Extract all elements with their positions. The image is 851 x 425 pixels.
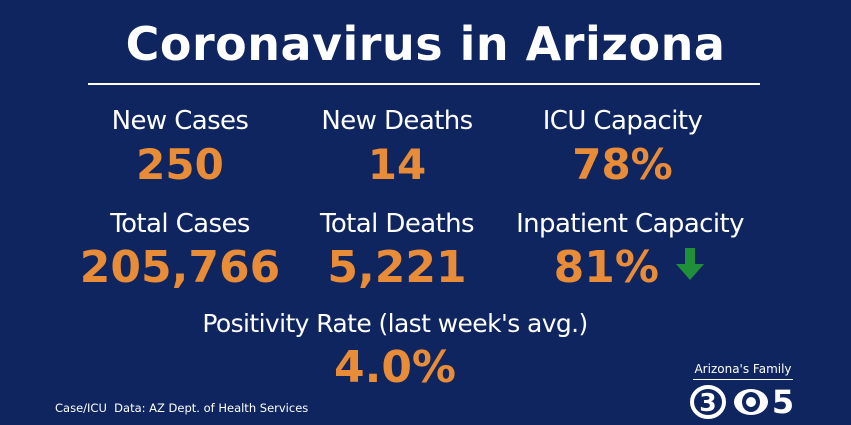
stat-label: Positivity Rate (last week's avg.) <box>202 309 588 338</box>
source-note: Case/ICU Data: AZ Dept. of Health Servic… <box>55 401 309 415</box>
station-logo: Arizona's Family 3 5 <box>690 360 800 420</box>
stat-value: 5,221 <box>327 242 467 293</box>
title-underline <box>88 83 760 85</box>
stat-value: 81% <box>553 242 659 293</box>
stat-positivity-rate: Positivity Rate (last week's avg.) 4.0% <box>175 309 615 393</box>
brand-name: Arizona's Family <box>694 362 792 376</box>
stat-value: 78% <box>572 140 673 189</box>
channel-logo-icon: 3 5 <box>690 385 794 419</box>
stat-value: 14 <box>367 140 427 189</box>
stat-label: Inpatient Capacity <box>516 209 744 239</box>
arrow-down-icon <box>674 243 706 280</box>
page-title: Coronavirus in Arizona <box>125 17 726 71</box>
stat-new-cases: New Cases 250 <box>80 106 280 190</box>
stat-total-deaths: Total Deaths 5,221 <box>287 209 507 293</box>
stat-value: 205,766 <box>79 242 281 293</box>
stat-value: 4.0% <box>333 342 457 393</box>
stat-new-deaths: New Deaths 14 <box>297 106 497 190</box>
stat-icu-capacity: ICU Capacity 78% <box>520 106 725 190</box>
stat-label: Total Deaths <box>320 209 475 239</box>
stat-label: Total Cases <box>110 209 250 239</box>
stat-value: 250 <box>136 140 224 189</box>
logo-mark-5: 5 <box>772 385 794 419</box>
stat-label: ICU Capacity <box>542 106 703 136</box>
logo-mark-3: 3 <box>699 388 716 417</box>
stat-inpatient-capacity: Inpatient Capacity 81% <box>505 209 755 293</box>
stat-label: New Cases <box>111 106 249 136</box>
stat-label: New Deaths <box>321 106 473 136</box>
stat-value-row: 81% <box>505 243 755 293</box>
brand-divider <box>693 379 793 380</box>
stat-total-cases: Total Cases 205,766 <box>60 209 300 293</box>
